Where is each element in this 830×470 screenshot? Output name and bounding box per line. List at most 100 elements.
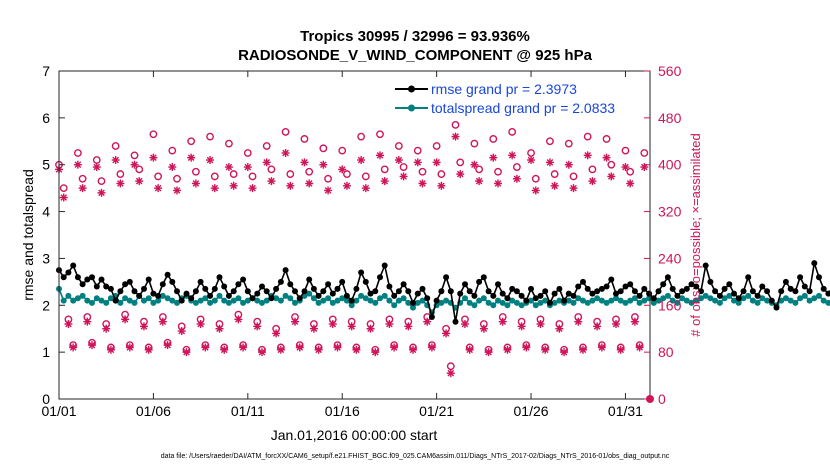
rmse-point xyxy=(575,283,582,290)
obs-assimilated-marker xyxy=(338,165,347,174)
obs-assimilated-marker xyxy=(130,160,139,169)
rmse-point xyxy=(424,295,431,302)
totalspread-point xyxy=(471,302,478,309)
rmse-point xyxy=(79,281,86,288)
totalspread-point xyxy=(669,297,676,304)
obs-possible-marker xyxy=(229,170,238,178)
rmse-point xyxy=(759,283,766,290)
obs-assimilated-marker xyxy=(191,179,200,188)
obs-assimilated-marker xyxy=(413,158,422,167)
obs-possible-marker xyxy=(432,142,441,150)
obs-possible-marker xyxy=(173,174,181,183)
obs-possible-marker xyxy=(418,167,427,176)
obs-possible-marker xyxy=(305,167,314,176)
obs-possible-marker xyxy=(508,128,517,136)
totalspread-point xyxy=(660,295,667,302)
totalspread-point xyxy=(735,299,742,306)
totalspread-point xyxy=(674,299,681,306)
totalspread-point xyxy=(693,297,700,304)
rmse-point xyxy=(70,262,77,269)
totalspread-point xyxy=(598,297,605,304)
obs-assimilated-marker xyxy=(305,179,314,188)
obs-assimilated-marker xyxy=(456,170,465,179)
legend: rmse grand pr = 2.3973 totalspread grand… xyxy=(395,81,615,116)
obs-possible-marker xyxy=(59,184,68,193)
totalspread-point xyxy=(277,297,284,304)
rmse-point xyxy=(613,290,619,297)
rmse-point xyxy=(462,281,468,288)
totalspread-point xyxy=(207,299,214,306)
obs-possible-marker xyxy=(550,170,559,178)
totalspread-point xyxy=(646,295,653,302)
rmse-point xyxy=(433,297,440,304)
totalspread-point xyxy=(664,292,671,299)
totalspread-point xyxy=(377,295,383,302)
rmse-point xyxy=(263,288,270,295)
obs-possible-marker xyxy=(78,174,87,183)
totalspread-point xyxy=(759,295,766,302)
series-layer xyxy=(56,260,830,325)
totalspread-point xyxy=(235,295,242,302)
data-file-note: data file: /Users/raeder/DAI/ATM_forcXX/… xyxy=(161,453,670,460)
rmse-point xyxy=(372,288,379,295)
totalspread-point xyxy=(348,302,355,309)
obs-assimilated-marker xyxy=(465,345,474,354)
obs-assimilated-marker xyxy=(347,322,356,331)
rmse-point xyxy=(84,276,91,283)
rmse-point xyxy=(707,278,714,285)
rmse-point xyxy=(721,285,728,292)
totalspread-point xyxy=(650,299,657,306)
rmse-point xyxy=(136,292,143,299)
obs-assimilated-marker xyxy=(154,184,163,193)
obs-assimilated-marker xyxy=(536,320,545,329)
obs-possible-marker xyxy=(154,172,163,181)
rmse-point xyxy=(513,288,520,295)
obs-possible-marker xyxy=(494,167,502,176)
totalspread-point xyxy=(367,297,374,304)
x-tick-label: 01/06 xyxy=(136,403,171,419)
obs-assimilated-marker xyxy=(479,324,488,333)
obs-assimilated-marker xyxy=(224,163,233,172)
totalspread-point xyxy=(617,297,624,304)
obs-assimilated-marker xyxy=(597,343,606,352)
rmse-point xyxy=(603,283,610,290)
obs-assimilated-marker xyxy=(328,320,337,329)
obs-assimilated-marker xyxy=(517,322,526,331)
x-axis: 01/01 01/06 01/11 01/16 01/21 01/26 01/31 xyxy=(41,71,643,419)
obs-assimilated-marker xyxy=(59,193,68,202)
rmse-point xyxy=(183,290,190,297)
obs-assimilated-marker xyxy=(281,149,290,157)
totalspread-point xyxy=(320,297,327,304)
obs-possible-marker xyxy=(300,135,309,143)
obs-assimilated-marker xyxy=(409,345,418,354)
rmse-point xyxy=(353,285,360,292)
totalspread-point xyxy=(107,295,114,302)
obs-assimilated-marker xyxy=(550,181,559,190)
totalspread-point xyxy=(358,292,365,299)
obs-assimilated-marker xyxy=(73,160,82,169)
rmse-point xyxy=(476,278,483,285)
rmse-point xyxy=(93,283,100,290)
rmse-point xyxy=(688,281,695,288)
totalspread-point xyxy=(174,299,180,306)
totalspread-point xyxy=(782,295,789,302)
rmse-point xyxy=(764,288,771,295)
obs-possible-marker xyxy=(73,149,82,157)
totalspread-point xyxy=(65,292,72,299)
obs-assimilated-marker xyxy=(121,315,130,324)
totalspread-point xyxy=(141,297,147,304)
rmse-point xyxy=(740,288,747,295)
y2-tick-label: 0 xyxy=(658,391,666,407)
totalspread-point xyxy=(811,295,818,302)
obs-assimilated-marker xyxy=(300,158,309,167)
rmse-point xyxy=(594,288,601,295)
totalspread-point xyxy=(613,295,619,302)
rmse-point xyxy=(646,290,653,297)
rmse-point xyxy=(292,288,298,295)
totalspread-point xyxy=(466,299,473,306)
rmse-point xyxy=(504,295,511,302)
rmse-point xyxy=(117,288,124,295)
obs-possible-marker xyxy=(564,139,573,148)
obs-possible-marker xyxy=(116,170,125,178)
obs-possible-marker xyxy=(470,139,479,148)
